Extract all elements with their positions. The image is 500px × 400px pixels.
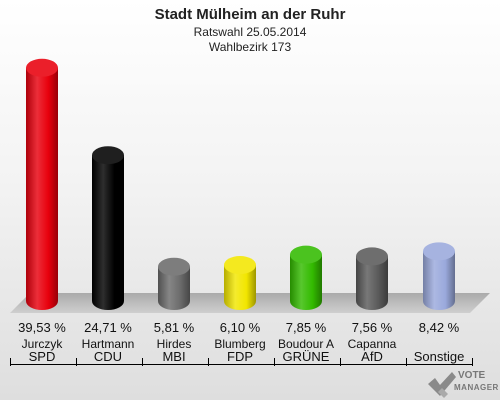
bar-cap — [158, 257, 190, 276]
party-label: AfD — [361, 349, 383, 364]
bar-cdu — [92, 146, 124, 310]
bar-cap — [356, 247, 388, 266]
bar-afd — [356, 247, 388, 310]
bar-fdp — [224, 256, 256, 310]
category-separator — [142, 358, 143, 366]
bar-body — [290, 254, 322, 310]
category-separator — [208, 358, 209, 366]
logo-text-vote: VOTE — [458, 370, 486, 381]
bar-mbi — [158, 257, 190, 310]
value-label: 5,81 % — [153, 320, 195, 335]
logo-text-manager: MANAGER — [454, 383, 499, 392]
party-label: SPD — [28, 349, 56, 364]
candidate-label: Jurczyk — [21, 337, 63, 351]
category-separator — [406, 358, 407, 366]
bar-cap — [92, 146, 124, 165]
bar-cap — [290, 245, 322, 264]
bar-cap — [423, 242, 455, 261]
party-label: FDP — [227, 349, 253, 364]
value-label: 39,53 % — [18, 320, 66, 335]
district-label: Wahlbezirk 173 — [208, 40, 292, 54]
bar-cap — [224, 256, 256, 275]
bar-body — [224, 265, 256, 310]
vote-manager-logo — [428, 372, 456, 398]
value-label: 24,71 % — [84, 320, 132, 335]
party-label: GRÜNE — [282, 349, 330, 364]
candidate-label: Hirdes — [156, 337, 192, 351]
value-label: 8,42 % — [418, 320, 460, 335]
party-label: CDU — [93, 349, 123, 364]
bar-body — [92, 155, 124, 310]
category-separator — [10, 358, 11, 366]
candidate-label: Boudour A — [277, 337, 335, 351]
value-label: 6,10 % — [219, 320, 261, 335]
value-label: 7,56 % — [351, 320, 393, 335]
category-separator — [340, 358, 341, 366]
value-label: 7,85 % — [285, 320, 327, 335]
candidate-label: Blumberg — [214, 337, 266, 351]
chart-title: Stadt Mülheim an der Ruhr — [154, 6, 346, 23]
category-separator — [472, 358, 473, 366]
category-separator — [76, 358, 77, 366]
axis-baseline — [10, 364, 473, 365]
bar-body — [158, 266, 190, 310]
bar-body — [356, 256, 388, 310]
bar-body — [423, 251, 455, 310]
chart-subtitle: Ratswahl 25.05.2014 — [193, 25, 307, 39]
candidate-label: Hartmann — [81, 337, 135, 351]
bar-cap — [26, 58, 58, 77]
party-label: MBI — [162, 349, 186, 364]
check-icon — [428, 372, 456, 398]
bar-spd — [26, 58, 58, 310]
candidate-label: Capanna — [347, 337, 397, 351]
party-label: Sonstige — [413, 349, 465, 364]
bar-grüne — [290, 245, 322, 310]
bar-body — [26, 67, 58, 310]
category-separator — [274, 358, 275, 366]
bar-sonstige — [423, 242, 455, 310]
